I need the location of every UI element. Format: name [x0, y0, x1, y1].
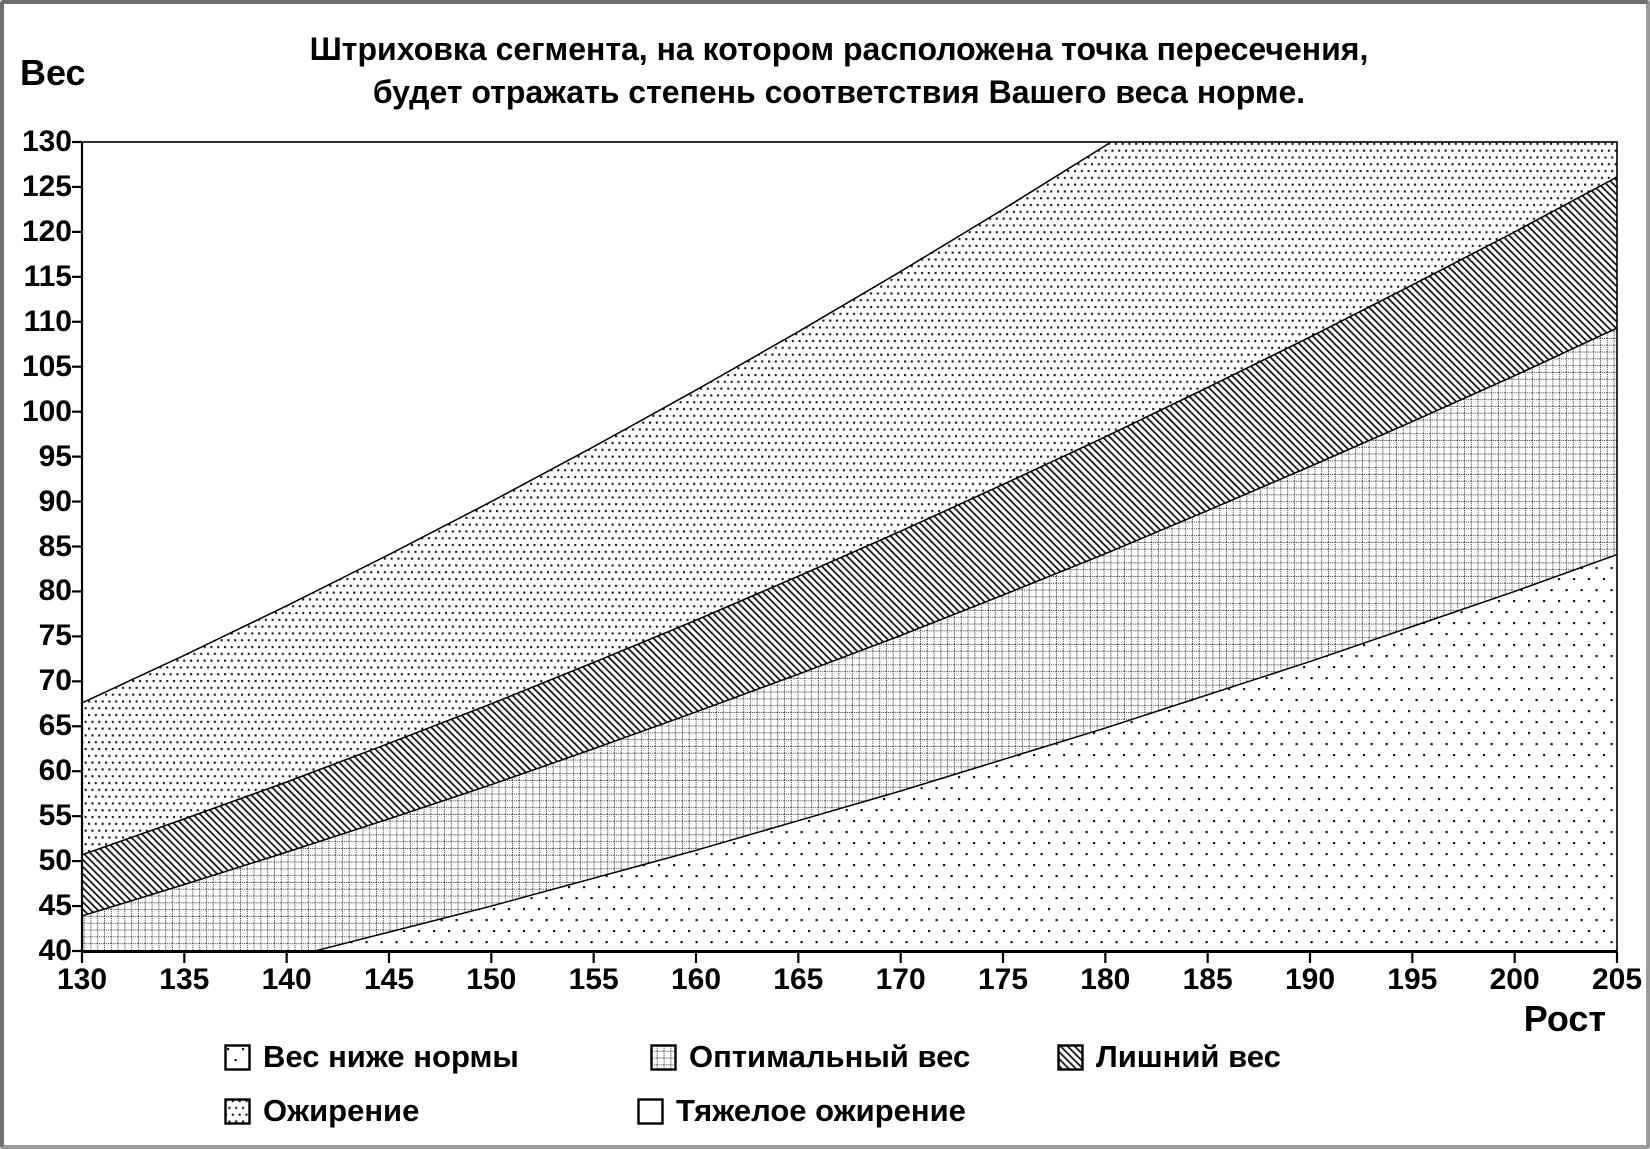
x-tick-label: 130 — [56, 963, 108, 996]
legend-item: Тяжелое ожирение — [637, 1090, 966, 1132]
bmi-area-chart — [72, 140, 1619, 963]
y-tick-label: 120 — [21, 214, 72, 248]
legend-item: Вес ниже нормы — [224, 1036, 519, 1078]
y-tick-label: 115 — [23, 259, 72, 293]
y-tick-label: 100 — [21, 394, 72, 428]
legend-label: Лишний вес — [1096, 1039, 1281, 1074]
x-tick-label: 165 — [773, 963, 824, 996]
y-tick-label: 45 — [38, 889, 72, 923]
y-tick-label: 90 — [38, 484, 72, 518]
legend-swatch-icon — [637, 1097, 664, 1125]
y-tick-label: 130 — [21, 125, 72, 158]
y-tick-label: 80 — [38, 574, 72, 608]
x-tick-label: 135 — [159, 963, 210, 996]
y-tick-label: 55 — [38, 799, 72, 833]
legend-row-2: Ожирение Тяжелое ожирение — [4, 1090, 1646, 1132]
x-tick-label: 155 — [568, 963, 619, 996]
legend-label: Оптимальный вес — [689, 1039, 971, 1074]
chart-title-line1: Штриховка сегмента, на котором расположе… — [309, 31, 1369, 67]
y-tick-label: 95 — [38, 439, 72, 473]
y-tick-label: 125 — [21, 169, 72, 203]
x-tick-label: 170 — [875, 963, 926, 996]
x-tick-label: 195 — [1387, 963, 1438, 996]
legend-swatch-icon — [224, 1043, 251, 1071]
x-tick-label: 180 — [1080, 963, 1131, 996]
legend-label: Вес ниже нормы — [263, 1039, 519, 1074]
x-tick-label: 200 — [1489, 963, 1540, 996]
x-tick-label: 190 — [1284, 963, 1336, 996]
y-axis-title: Вес — [20, 52, 86, 93]
y-tick-label: 85 — [38, 529, 72, 563]
legend-item: Лишний вес — [1057, 1036, 1281, 1078]
x-tick-label: 175 — [977, 963, 1029, 996]
y-tick-label: 105 — [21, 349, 72, 383]
x-tick-label: 150 — [466, 963, 517, 996]
y-tick-label: 40 — [38, 934, 72, 967]
y-tick-label: 50 — [38, 844, 72, 878]
legend-label: Ожирение — [263, 1093, 420, 1128]
x-tick-label: 140 — [261, 963, 312, 996]
y-tick-label: 110 — [23, 304, 72, 338]
y-tick-label: 65 — [38, 709, 72, 743]
legend-label: Тяжелое ожирение — [676, 1093, 966, 1128]
legend-swatch-icon — [650, 1043, 677, 1071]
y-tick-label: 75 — [38, 619, 72, 653]
chart-title: Штриховка сегмента, на котором расположе… — [174, 28, 1504, 114]
x-tick-label: 145 — [363, 963, 415, 996]
x-tick-label: 205 — [1591, 963, 1643, 996]
x-tick-label: 160 — [670, 963, 722, 996]
legend-swatch-icon — [1057, 1043, 1084, 1071]
legend-row-1: Вес ниже нормы Оптимальный вес Лишний вес — [4, 1036, 1646, 1078]
y-tick-label: 70 — [38, 664, 72, 698]
legend-swatch-icon — [224, 1097, 251, 1125]
x-axis-title: Рост — [1523, 998, 1606, 1039]
legend-item: Оптимальный вес — [650, 1036, 970, 1078]
chart-title-line2: будет отражать степень соответствия Ваше… — [372, 74, 1306, 110]
y-tick-label: 60 — [38, 754, 72, 788]
legend-item: Ожирение — [224, 1090, 419, 1132]
x-tick-label: 185 — [1182, 963, 1233, 996]
